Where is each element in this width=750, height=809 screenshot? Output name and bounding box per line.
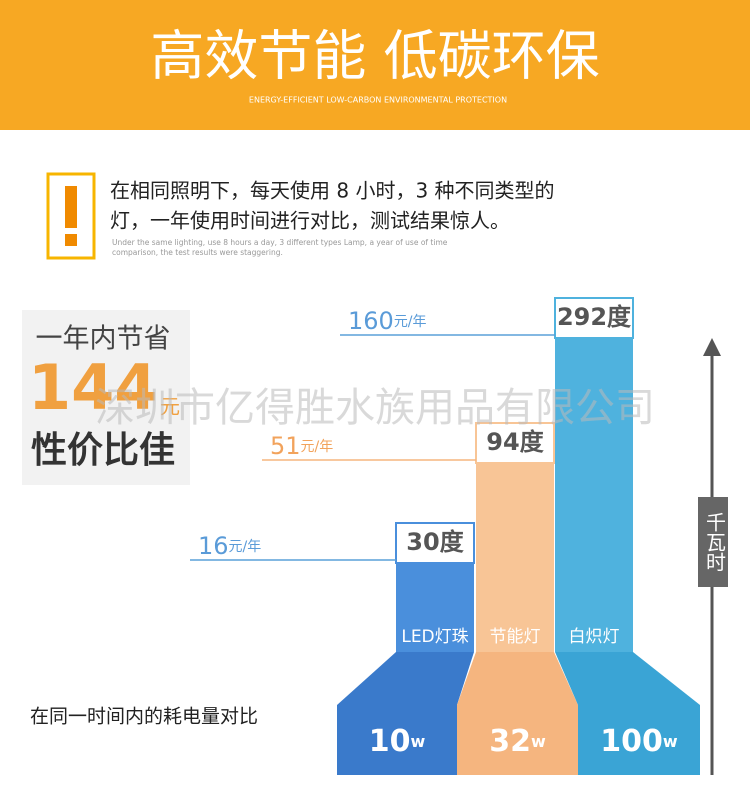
cost-value: 51 (270, 432, 301, 460)
savings-tagline: 性价比佳 (31, 430, 175, 471)
cost-value: 16 (198, 532, 229, 560)
cost-label: 160元/年 (348, 307, 427, 335)
power-label: 10w (369, 724, 426, 759)
energy-box (554, 297, 634, 339)
cost-value: 160 (348, 307, 394, 335)
base-slope (337, 652, 474, 705)
power-value: 10 (369, 724, 411, 759)
cost-unit: 元/年 (229, 539, 262, 555)
energy-value: 94 (486, 428, 519, 456)
savings-unit: 元 (160, 395, 180, 419)
power-unit: w (531, 732, 546, 751)
watermark: 深圳市亿得胜水族用品有限公司 (95, 385, 655, 431)
bar-name: 节能灯 (490, 627, 541, 647)
base-block (578, 705, 700, 775)
power-value: 32 (489, 724, 531, 759)
power-value: 100 (600, 724, 663, 759)
caption: 在同一时间内的耗电量对比 (30, 706, 258, 728)
savings-label: 一年内节省 (36, 324, 171, 355)
power-unit: w (410, 732, 425, 751)
energy-label: 292度 (557, 303, 632, 331)
notice-english: Under the same lighting, use 8 hours a d… (112, 238, 448, 247)
energy-box (395, 522, 475, 564)
energy-unit: 度 (607, 303, 632, 331)
base-block (457, 705, 578, 775)
base-slope (457, 652, 578, 705)
axis-arrow-head (703, 338, 721, 356)
header-band (0, 0, 750, 130)
bar-name: LED灯珠 (401, 627, 468, 647)
energy-label: 94度 (486, 428, 544, 456)
notice-english: comparison, the test results were stagge… (112, 248, 283, 257)
notice-icon-bar (65, 186, 77, 228)
notice-line: 灯，一年使用时间进行对比，测试结果惊人。 (110, 209, 510, 233)
notice-line: 在相同照明下，每天使用 8 小时，3 种不同类型的 (110, 179, 555, 203)
unit-label: 千瓦时 (703, 512, 727, 572)
power-label: 100w (600, 724, 678, 759)
notice-icon-frame (46, 172, 96, 260)
base-slope (555, 652, 700, 705)
bar (476, 463, 554, 652)
savings-amount: 144 (28, 351, 157, 424)
savings-box (22, 310, 190, 485)
energy-value: 30 (406, 528, 439, 556)
cost-unit: 元/年 (394, 314, 427, 330)
energy-unit: 度 (440, 528, 465, 556)
energy-label: 30度 (406, 528, 464, 556)
base-block (337, 705, 457, 775)
cost-unit: 元/年 (301, 439, 334, 455)
title: 高效节能 低碳环保 (150, 25, 599, 88)
energy-unit: 度 (520, 428, 545, 456)
notice-icon-dot (65, 234, 77, 246)
unit-box (698, 497, 728, 587)
bar-name: 白炽灯 (569, 627, 620, 647)
power-label: 32w (489, 724, 546, 759)
subtitle: ENERGY-EFFICIENT LOW-CARBON ENVIRONMENTA… (249, 96, 507, 105)
cost-label: 51元/年 (270, 432, 333, 460)
cost-label: 16元/年 (198, 532, 261, 560)
energy-box (475, 422, 555, 464)
bar (555, 338, 633, 652)
energy-value: 292 (557, 303, 607, 331)
bar (396, 563, 474, 652)
power-unit: w (663, 732, 678, 751)
